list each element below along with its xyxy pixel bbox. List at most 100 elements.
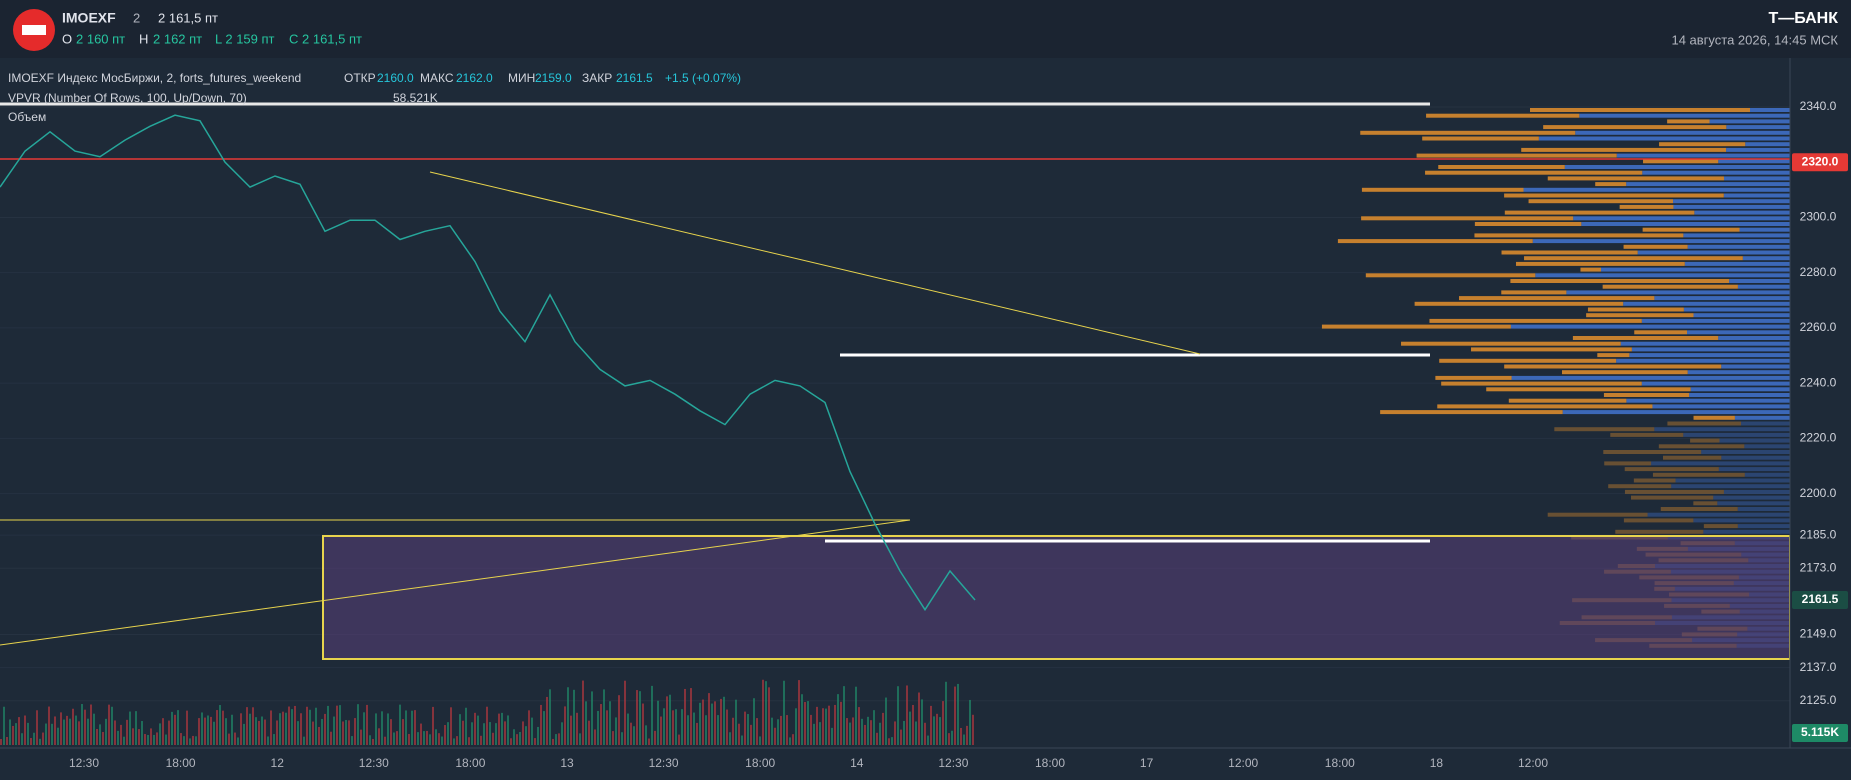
volume-bar (432, 706, 434, 745)
profile-bar (1439, 358, 1617, 363)
y-tick-label: 2149.0 (1800, 627, 1837, 641)
price: 2 161,5 пт (158, 10, 218, 25)
profile-bar (1380, 410, 1563, 415)
profile-bar (1504, 210, 1695, 215)
volume-bar (426, 730, 428, 745)
volume-bar (300, 713, 302, 745)
volume-bar (6, 736, 8, 745)
volume-bar (513, 729, 515, 745)
profile-bar (1737, 284, 1790, 289)
volume-bar (333, 716, 335, 745)
volume-bar (669, 694, 671, 745)
volume-bar (420, 723, 422, 745)
volume-bar (381, 711, 383, 745)
volume-bar (393, 732, 395, 745)
volume-bar (483, 723, 485, 745)
volume-bar (63, 719, 65, 745)
volume-bar (315, 707, 317, 745)
y-tick-label: 2200.0 (1800, 486, 1837, 500)
profile-bar (1586, 313, 1694, 318)
volume-bar (540, 704, 542, 745)
profile-bar (1721, 455, 1790, 460)
volume-bar (954, 686, 956, 745)
legend-close: 2161.5 (616, 71, 653, 85)
volume-bar (744, 711, 746, 745)
volume-bar (321, 718, 323, 745)
profile-bar (1667, 421, 1742, 426)
profile-bar (1511, 375, 1790, 380)
volume-bar (15, 723, 17, 745)
profile-bar (1437, 404, 1653, 409)
volume-bar (612, 731, 614, 745)
profile-bar (1693, 313, 1790, 318)
x-tick-label: 12:30 (938, 756, 968, 770)
volume-bar (888, 738, 890, 745)
volume-bar (456, 736, 458, 745)
volume-bar (840, 701, 842, 745)
profile-bar (1687, 330, 1790, 335)
volume-bar (468, 737, 470, 745)
volume-bar (768, 687, 770, 745)
zone (322, 535, 1791, 660)
profile-bar (1717, 501, 1790, 506)
volume-bar (546, 696, 548, 745)
volume-bar (357, 704, 359, 745)
profile-bar (1631, 347, 1790, 352)
volume-bar (594, 729, 596, 745)
volume-bar (534, 738, 536, 745)
volume-bar (876, 732, 878, 745)
volume-bar (135, 711, 137, 745)
profile-bar (1719, 438, 1790, 443)
volume-bar (96, 729, 98, 745)
volume-bar (894, 721, 896, 745)
profile-bar (1523, 187, 1790, 192)
volume-bar (618, 695, 620, 745)
volume-bar (147, 734, 149, 745)
profile-bar (1671, 484, 1790, 489)
volume-bar (777, 719, 779, 745)
volume-bar (696, 722, 698, 745)
x-tick-label: 12 (271, 756, 285, 770)
profile-bar (1683, 307, 1790, 312)
volume-bar (807, 701, 809, 745)
price-plot (0, 114, 976, 612)
volume-bar (210, 716, 212, 745)
volume-bar (453, 738, 455, 745)
y-tick-label: 2340.0 (1800, 99, 1837, 113)
volume-bar (852, 717, 854, 745)
volume-bar (792, 734, 794, 745)
profile-bar (1616, 153, 1790, 158)
profile-bar (1530, 108, 1750, 112)
profile-bar (1623, 244, 1688, 249)
profile-bar (1726, 125, 1790, 130)
profile-bar (1709, 119, 1790, 124)
profile-bar (1579, 113, 1790, 118)
profile-bar (1642, 227, 1740, 232)
volume-bar (585, 701, 587, 745)
profile-bar (1662, 455, 1722, 460)
volume-bar (54, 716, 56, 745)
volume-bar (780, 715, 782, 745)
volume-bar (738, 723, 740, 745)
volume-bar (366, 704, 368, 745)
volume-bar (864, 724, 866, 745)
volume-bar (102, 731, 104, 745)
volume-bar (897, 686, 899, 745)
volume-bar (399, 704, 401, 745)
volume-bar (636, 690, 638, 745)
profile-bar (1471, 347, 1632, 352)
volume-bar (564, 706, 566, 745)
volume-bar (162, 718, 164, 745)
volume-bar (306, 706, 308, 745)
volume-bar (405, 710, 407, 745)
volume-bar (615, 717, 617, 745)
profile-bar (1414, 301, 1624, 306)
volume-bar (762, 679, 764, 745)
volume-bar (474, 712, 476, 745)
volume-bar (354, 718, 356, 745)
l-value: L 2 159 пт (215, 31, 275, 46)
last-badge (1792, 590, 1848, 609)
volume-bar (918, 692, 920, 745)
profile-bar (1737, 507, 1790, 511)
volume-bar (222, 710, 224, 745)
